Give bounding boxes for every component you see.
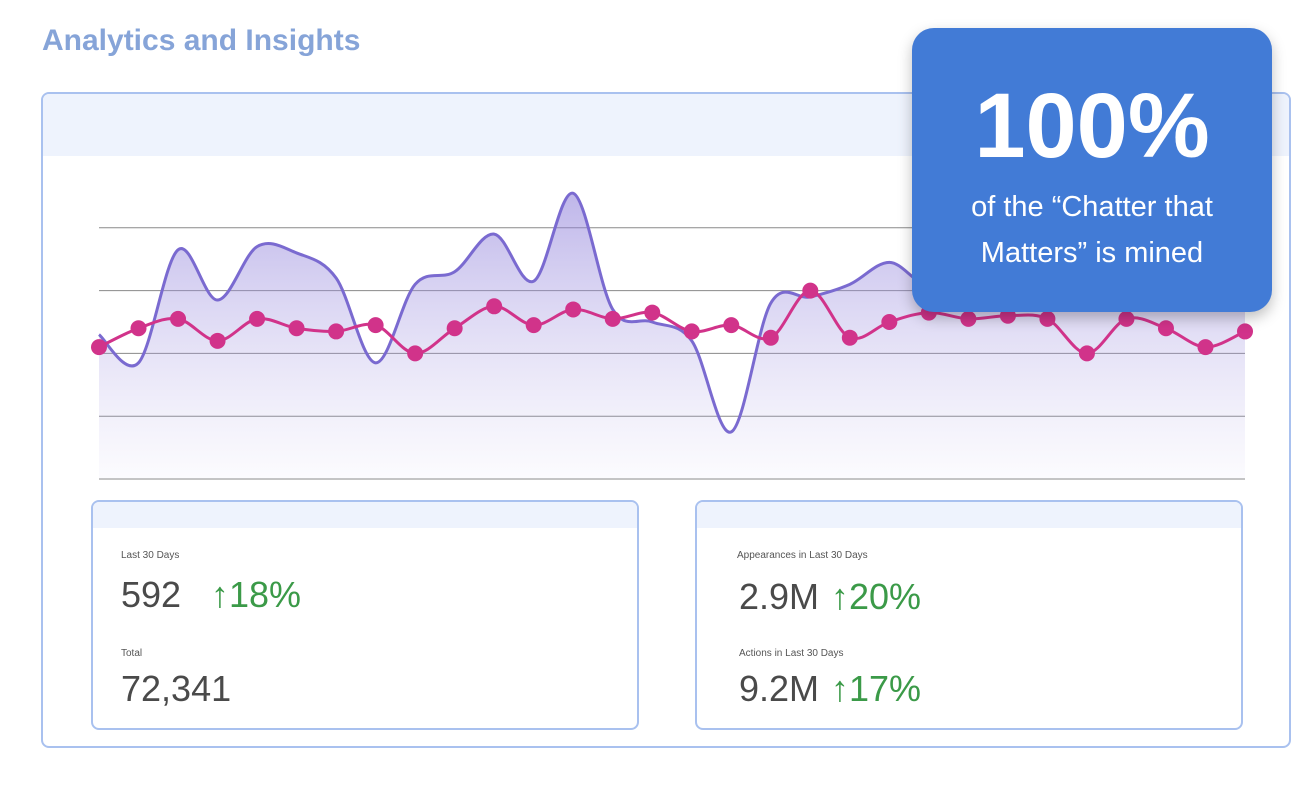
data-point <box>446 320 463 337</box>
appearances-value: 2.9M <box>739 576 820 617</box>
data-point <box>249 310 266 327</box>
data-point <box>683 323 700 340</box>
data-point <box>525 317 542 334</box>
data-point <box>1039 310 1056 327</box>
data-point <box>328 323 345 340</box>
data-point <box>367 317 384 334</box>
total-value: 72,341 <box>121 668 232 709</box>
actions-label: Actions in Last 30 Days <box>739 648 844 659</box>
data-point <box>841 329 858 346</box>
callout-badge: 100% of the “Chatter that Matters” is mi… <box>912 28 1272 312</box>
data-point <box>91 339 107 356</box>
callout-text: of the “Chatter that Matters” is mined <box>971 191 1213 269</box>
data-point <box>130 320 147 337</box>
stat-card-header <box>697 502 1241 528</box>
appearances-change: ↑20% <box>831 576 922 617</box>
last-30-days-value: 592 <box>121 574 182 615</box>
data-point <box>1197 339 1214 356</box>
data-point <box>762 329 779 346</box>
data-point <box>170 310 187 327</box>
data-point <box>644 304 661 321</box>
stat-card-header <box>93 502 637 528</box>
data-point <box>881 314 898 330</box>
data-point <box>486 298 503 315</box>
data-point <box>288 320 305 337</box>
data-point <box>604 310 621 327</box>
stat-card-reach: Appearances in Last 30 Days 2.9M ↑20% Ac… <box>695 500 1243 730</box>
appearances-label: Appearances in Last 30 Days <box>737 550 868 561</box>
data-point <box>723 317 740 334</box>
total-label: Total <box>121 648 143 659</box>
stat-card-activity: Last 30 Days 592 ↑18% Total 72,341 <box>91 500 639 730</box>
data-point <box>565 301 582 318</box>
page-title: Analytics and Insights <box>42 24 361 57</box>
data-point <box>1078 345 1095 362</box>
data-point <box>1157 320 1174 337</box>
data-point <box>802 282 819 299</box>
data-point <box>960 310 977 327</box>
data-point <box>209 332 226 349</box>
data-point <box>407 345 424 362</box>
actions-change: ↑17% <box>831 668 922 709</box>
data-point <box>1118 310 1135 327</box>
actions-value: 9.2M <box>739 668 820 709</box>
callout-value: 100% <box>974 75 1210 177</box>
data-point <box>1237 323 1253 340</box>
last-30-days-label: Last 30 Days <box>121 550 180 561</box>
last-30-days-change: ↑18% <box>211 574 302 615</box>
